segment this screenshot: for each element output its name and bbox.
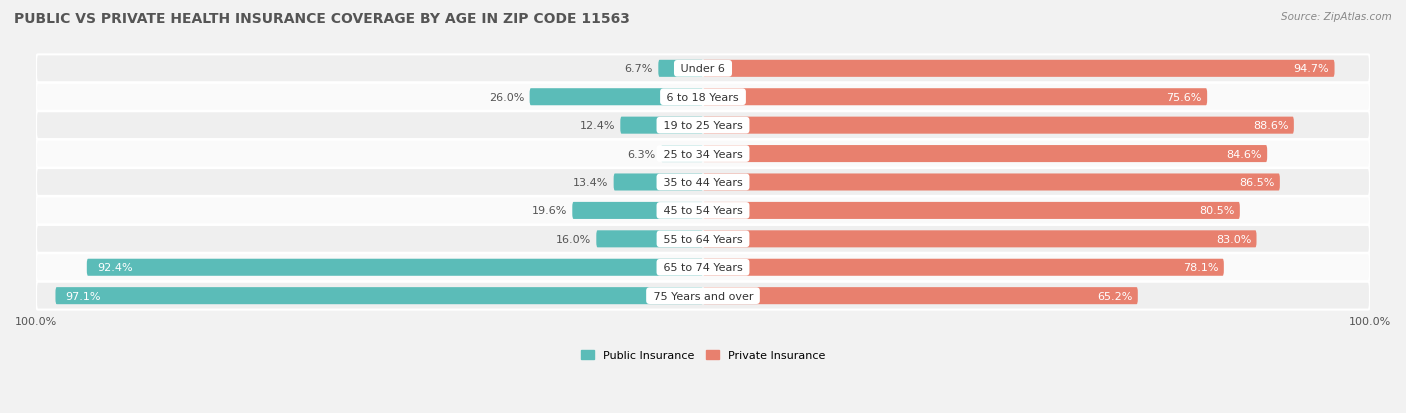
- Text: 55 to 64 Years: 55 to 64 Years: [659, 234, 747, 244]
- FancyBboxPatch shape: [620, 117, 703, 134]
- Text: 80.5%: 80.5%: [1199, 206, 1234, 216]
- Text: 19 to 25 Years: 19 to 25 Years: [659, 121, 747, 131]
- Text: 45 to 54 Years: 45 to 54 Years: [659, 206, 747, 216]
- Text: 97.1%: 97.1%: [66, 291, 101, 301]
- Text: 6.3%: 6.3%: [627, 149, 655, 159]
- Text: 25 to 34 Years: 25 to 34 Years: [659, 149, 747, 159]
- Text: 65.2%: 65.2%: [1097, 291, 1132, 301]
- Text: 78.1%: 78.1%: [1182, 263, 1219, 273]
- FancyBboxPatch shape: [530, 89, 703, 106]
- FancyBboxPatch shape: [703, 259, 1223, 276]
- Text: 13.4%: 13.4%: [572, 178, 609, 188]
- FancyBboxPatch shape: [37, 197, 1369, 225]
- FancyBboxPatch shape: [37, 282, 1369, 310]
- FancyBboxPatch shape: [55, 287, 703, 304]
- FancyBboxPatch shape: [613, 174, 703, 191]
- FancyBboxPatch shape: [658, 61, 703, 78]
- FancyBboxPatch shape: [37, 254, 1369, 282]
- FancyBboxPatch shape: [37, 112, 1369, 140]
- FancyBboxPatch shape: [703, 61, 1334, 78]
- FancyBboxPatch shape: [703, 202, 1240, 219]
- Text: 83.0%: 83.0%: [1216, 234, 1251, 244]
- Text: 6.7%: 6.7%: [624, 64, 652, 74]
- FancyBboxPatch shape: [87, 259, 703, 276]
- Text: 75.6%: 75.6%: [1167, 93, 1202, 102]
- Text: 35 to 44 Years: 35 to 44 Years: [659, 178, 747, 188]
- Text: 75 Years and over: 75 Years and over: [650, 291, 756, 301]
- Text: 92.4%: 92.4%: [97, 263, 132, 273]
- FancyBboxPatch shape: [37, 140, 1369, 168]
- Text: 94.7%: 94.7%: [1294, 64, 1329, 74]
- FancyBboxPatch shape: [661, 146, 703, 163]
- Text: 86.5%: 86.5%: [1239, 178, 1274, 188]
- Text: PUBLIC VS PRIVATE HEALTH INSURANCE COVERAGE BY AGE IN ZIP CODE 11563: PUBLIC VS PRIVATE HEALTH INSURANCE COVER…: [14, 12, 630, 26]
- FancyBboxPatch shape: [703, 174, 1279, 191]
- FancyBboxPatch shape: [703, 287, 1137, 304]
- FancyBboxPatch shape: [703, 117, 1294, 134]
- FancyBboxPatch shape: [37, 225, 1369, 253]
- Text: 26.0%: 26.0%: [489, 93, 524, 102]
- FancyBboxPatch shape: [37, 83, 1369, 112]
- FancyBboxPatch shape: [703, 146, 1267, 163]
- FancyBboxPatch shape: [37, 55, 1369, 83]
- FancyBboxPatch shape: [37, 169, 1369, 197]
- Text: Source: ZipAtlas.com: Source: ZipAtlas.com: [1281, 12, 1392, 22]
- Text: Under 6: Under 6: [678, 64, 728, 74]
- Text: 12.4%: 12.4%: [579, 121, 614, 131]
- Text: 84.6%: 84.6%: [1226, 149, 1261, 159]
- FancyBboxPatch shape: [703, 231, 1257, 248]
- Text: 19.6%: 19.6%: [531, 206, 567, 216]
- Text: 6 to 18 Years: 6 to 18 Years: [664, 93, 742, 102]
- Text: 65 to 74 Years: 65 to 74 Years: [659, 263, 747, 273]
- Text: 88.6%: 88.6%: [1253, 121, 1288, 131]
- Text: 16.0%: 16.0%: [555, 234, 591, 244]
- FancyBboxPatch shape: [596, 231, 703, 248]
- Legend: Public Insurance, Private Insurance: Public Insurance, Private Insurance: [576, 346, 830, 365]
- FancyBboxPatch shape: [572, 202, 703, 219]
- FancyBboxPatch shape: [703, 89, 1208, 106]
